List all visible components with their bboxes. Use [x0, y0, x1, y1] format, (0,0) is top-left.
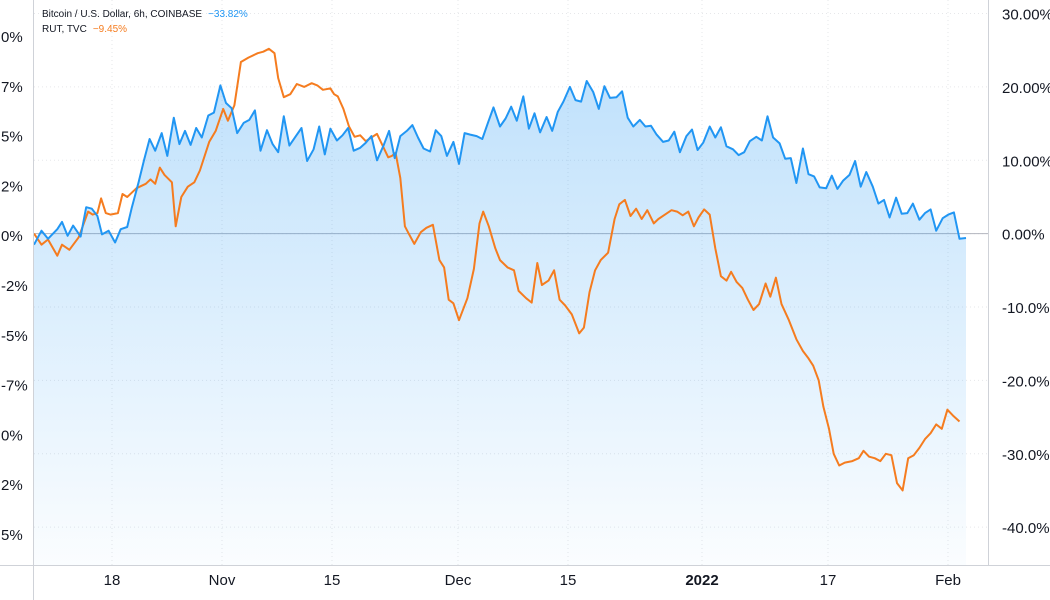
x-axis: 18 Nov 15 Dec 15 2022 17 Feb: [104, 572, 961, 589]
legend: Bitcoin / U.S. Dollar, 6h, COINBASE −33.8…: [42, 7, 248, 37]
x-tick: 2022: [685, 572, 718, 589]
y-axis-left: 0% 7% 5% 2% 0% -2% -5% -7% 0% 2% 5%: [1, 29, 28, 544]
legend-item-bitcoin: Bitcoin / U.S. Dollar, 6h, COINBASE −33.8…: [42, 7, 248, 22]
x-tick: 15: [560, 572, 577, 589]
legend-label: RUT, TVC: [42, 24, 87, 35]
y-tick-right: -20.0%: [1002, 373, 1050, 390]
y-tick-right: -10.0%: [1002, 300, 1050, 317]
y-tick-left: 2%: [1, 477, 23, 494]
x-tick: Nov: [209, 572, 236, 589]
y-tick-right: 20.00%: [1002, 80, 1050, 97]
y-tick-right: 10.00%: [1002, 153, 1050, 170]
series-group: [33, 47, 967, 565]
y-tick-left: 2%: [1, 178, 23, 195]
x-tick: 17: [820, 572, 837, 589]
y-tick-right: 30.00%: [1002, 7, 1050, 24]
y-tick-left: -2%: [1, 278, 28, 295]
series-line-bitcoin: [33, 80, 967, 246]
x-tick: 15: [324, 572, 341, 589]
y-tick-right: -40.0%: [1002, 520, 1050, 537]
y-tick-left: 0%: [1, 29, 23, 46]
y-tick-left: 5%: [1, 129, 23, 146]
y-tick-left: 7%: [1, 79, 23, 96]
series-area-bitcoin: [34, 81, 966, 565]
legend-value: −33.82%: [208, 9, 248, 20]
x-tick: Feb: [935, 572, 961, 589]
y-tick-left: -7%: [1, 378, 28, 395]
y-tick-left: -5%: [1, 328, 28, 345]
legend-item-rut: RUT, TVC −9.45%: [42, 22, 248, 37]
y-tick-right: -30.0%: [1002, 447, 1050, 464]
legend-value: −9.45%: [92, 24, 128, 35]
x-tick: 18: [104, 572, 121, 589]
y-tick-right: 0.00%: [1002, 227, 1045, 244]
y-axis-right: 30.00% 20.00% 10.00% 0.00% -10.0% -20.0% -30.0…: [1002, 7, 1050, 538]
y-tick-left: 0%: [1, 228, 23, 245]
y-tick-left: 5%: [1, 527, 23, 544]
y-tick-left: 0%: [1, 427, 23, 444]
x-tick: Dec: [445, 572, 472, 589]
series-line-rut: [33, 47, 961, 492]
legend-label: Bitcoin / U.S. Dollar, 6h, COINBASE: [42, 9, 203, 20]
